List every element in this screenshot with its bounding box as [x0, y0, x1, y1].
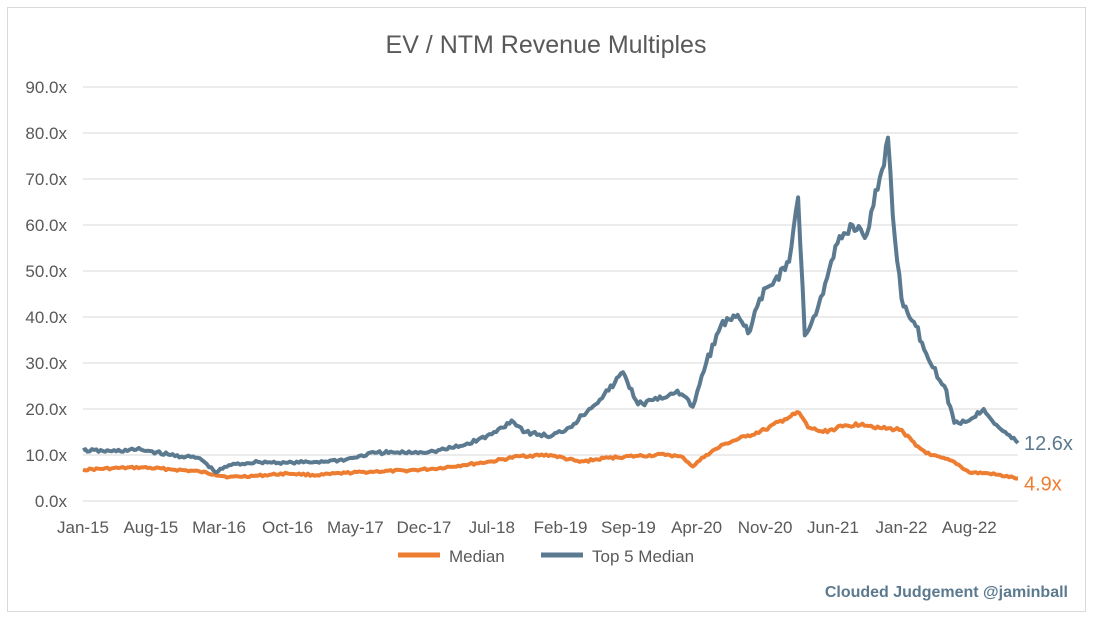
- x-tick-label: Sep-19: [601, 518, 656, 537]
- y-tick-label: 30.0x: [25, 354, 67, 373]
- legend-label-top5-median: Top 5 Median: [592, 547, 694, 566]
- end-label-top5-median: 12.6x: [1024, 433, 1073, 455]
- series-end-labels: 4.9x 12.6x: [1024, 433, 1073, 495]
- x-tick-label: Jan-22: [875, 518, 927, 537]
- x-tick-label: Feb-19: [534, 518, 588, 537]
- x-tick-label: Nov-20: [738, 518, 793, 537]
- legend: Median Top 5 Median: [398, 547, 694, 566]
- y-tick-label: 0.0x: [35, 492, 68, 511]
- x-tick-label: Mar-16: [192, 518, 246, 537]
- x-tick-label: Aug-22: [942, 518, 997, 537]
- end-label-median: 4.9x: [1024, 473, 1062, 495]
- x-tick-label: Jun-21: [807, 518, 859, 537]
- y-axis-tick-labels: 0.0x 10.0x 20.0x 30.0x 40.0x 50.0x 60.0x 70.0x 8…: [25, 78, 67, 511]
- x-axis-tick-labels: Jan-15 Aug-15 Mar-16 Oct-16 May-17 Dec-17 Jul-…: [57, 518, 997, 537]
- x-tick-label: Jan-15: [57, 518, 109, 537]
- chart-title: EV / NTM Revenue Multiples: [386, 31, 707, 59]
- y-tick-label: 40.0x: [25, 308, 67, 327]
- watermark: Clouded Judgement @jaminball: [825, 584, 1068, 601]
- y-tick-label: 20.0x: [25, 400, 67, 419]
- x-tick-label: May-17: [327, 518, 384, 537]
- y-tick-label: 50.0x: [25, 262, 67, 281]
- x-tick-label: Dec-17: [396, 518, 451, 537]
- y-tick-label: 70.0x: [25, 170, 67, 189]
- x-tick-label: Jul-18: [469, 518, 515, 537]
- y-tick-label: 60.0x: [25, 216, 67, 235]
- series-line-median: [82, 410, 1018, 481]
- legend-label-median: Median: [449, 547, 505, 566]
- series-lines: [82, 135, 1020, 481]
- y-tick-label: 10.0x: [25, 446, 67, 465]
- x-tick-label: Apr-20: [671, 518, 722, 537]
- y-tick-label: 80.0x: [25, 124, 67, 143]
- gridlines: [83, 86, 1018, 502]
- x-tick-label: Aug-15: [123, 518, 178, 537]
- y-tick-label: 90.0x: [25, 78, 67, 97]
- x-tick-label: Oct-16: [262, 518, 313, 537]
